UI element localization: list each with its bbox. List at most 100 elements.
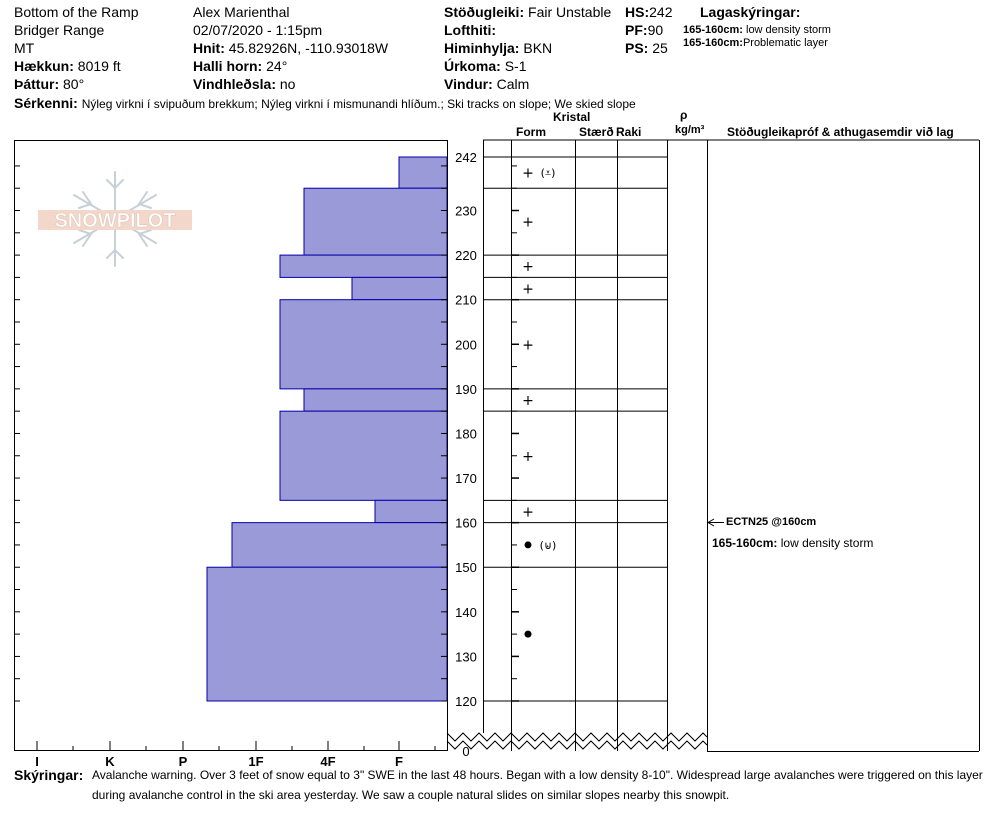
precip-row: Úrkoma: S-1: [444, 58, 526, 74]
wind-loading-value: no: [279, 76, 296, 92]
elevation-row: Hækkun: 8019 ft: [14, 58, 121, 74]
layer-comment: 165-160cm: low density storm: [712, 536, 873, 550]
wind-loading-label: Vindhleðsla:: [193, 76, 276, 92]
sky-row: Himinhylja: BKN: [444, 40, 552, 56]
layer-note-2-range: 165-160cm:: [683, 37, 743, 49]
hardness-bar-7: [279, 410, 448, 501]
height-tick-label: 200: [455, 337, 477, 352]
features-label: Sérkenni:: [14, 95, 78, 111]
layer-comment-text: low density storm: [780, 536, 874, 550]
hardness-tick-label: F: [395, 754, 403, 769]
height-tick-label: 242: [455, 150, 477, 165]
hardness-tick-label: I: [35, 754, 39, 769]
grain-markers: + (⩡) + + + + + + + (⊌): [522, 166, 556, 638]
wind-loading-row: Vindhleðsla: no: [193, 76, 295, 92]
hs-row: HS:242: [625, 4, 672, 20]
grain-form-precip: +: [522, 282, 534, 298]
grain-form-precip: +: [522, 393, 534, 409]
precip-value: S-1: [504, 58, 527, 74]
sky-label: Himinhylja:: [444, 40, 520, 56]
height-tick-label: 230: [455, 204, 477, 219]
footer-label: Skýringar:: [14, 767, 84, 783]
height-tick-label: 180: [455, 426, 477, 441]
aspect-row: Þáttur: 80°: [14, 76, 84, 92]
location-name: Bottom of the Ramp: [14, 4, 139, 20]
hardness-tick-label: 1F: [248, 754, 263, 769]
snowpilot-logo: SNOWPILOT: [38, 171, 192, 267]
aspect-label: Þáttur:: [14, 76, 60, 92]
wind-value: Calm: [496, 76, 530, 92]
aspect-value: 80°: [63, 76, 85, 92]
layer-note-1-range: 165-160cm:: [683, 24, 743, 36]
features-row: Sérkenni: Nýleg virkni í svipuðum brekku…: [14, 95, 636, 111]
stability-row: Stöðugleiki: Fair Unstable: [444, 4, 611, 20]
grain-form-precip: +: [522, 166, 534, 182]
sky-value: BKN: [523, 40, 553, 56]
hardness-bars: [206, 156, 448, 702]
slope-label: Halli horn:: [193, 58, 263, 74]
coords-value: 45.82926N, -110.93018W: [228, 40, 389, 56]
logo-text: SNOWPILOT: [54, 210, 175, 232]
hardness-bar-8: [374, 499, 448, 524]
pf-label: PF:: [625, 22, 648, 38]
layer-notes-title: Lagaskýringar:: [700, 4, 801, 20]
grain-form-secondary: (⩡): [541, 167, 556, 180]
height-tick-label: 0: [462, 744, 469, 759]
hardness-bar-6: [303, 388, 448, 412]
hardness-bar-10: [206, 566, 448, 702]
wind-row: Vindur: Calm: [444, 76, 529, 92]
height-tick-label: 160: [455, 516, 477, 531]
air-temp-label: Lofthiti:: [444, 22, 497, 38]
height-tick-label: 140: [455, 605, 477, 620]
height-tick-label: 220: [455, 248, 477, 263]
observation-datetime: 02/07/2020 - 1:15pm: [193, 22, 323, 38]
hardness-bar-4: [351, 276, 448, 301]
height-tick-label: 120: [455, 694, 477, 709]
axis-break: [446, 732, 708, 750]
hardness-axis: I K P 1F 4F F: [35, 741, 436, 769]
stability-test-marker: [707, 518, 724, 527]
pf-value: 90: [647, 22, 664, 38]
moisture-header: Raki: [616, 125, 642, 139]
grain-form-rounded: [524, 541, 532, 549]
footer-line-2: during avalanche control in the ski area…: [92, 788, 730, 802]
height-tick-label: 150: [455, 560, 477, 575]
tests-header: Stöðugleikapróf & athugasemdir við lag: [727, 125, 954, 139]
grain-form-rounded: [524, 630, 532, 638]
layer-note-1-text: low density storm: [746, 24, 831, 36]
pf-row: PF:90: [625, 22, 663, 38]
hs-value: 242: [649, 4, 673, 20]
wind-label: Vindur:: [444, 76, 493, 92]
hs-label: HS:: [625, 4, 650, 20]
layer-note-1: 165-160cm: low density storm: [683, 24, 831, 37]
slope-row: Halli horn: 24°: [193, 58, 287, 74]
slope-value: 24°: [266, 58, 288, 74]
layer-note-2-text: Problematic layer: [742, 37, 828, 49]
layer-comment-range: 165-160cm:: [712, 536, 778, 550]
stability-label: Stöðugleiki:: [444, 4, 525, 20]
hardness-bar-1: [398, 156, 448, 189]
hardness-bar-5: [279, 299, 448, 390]
grain-form-precip: +: [522, 337, 534, 353]
layer-boundaries: [483, 156, 667, 702]
hardness-bar-3: [279, 254, 448, 278]
features-value: Nýleg virkni í svipuðum brekkum; Nýleg v…: [81, 97, 636, 111]
rho-header: ρ: [680, 108, 688, 122]
height-tick-label: 190: [455, 382, 477, 397]
layer-note-2: 165-160cm:Problematic layer: [683, 37, 828, 50]
coords-label: Hnit:: [193, 40, 225, 56]
height-tick-label: 130: [455, 649, 477, 664]
observer-name: Alex Marienthal: [193, 4, 290, 20]
grain-form-secondary: (⊌): [540, 539, 557, 552]
hardness-bar-2: [303, 187, 448, 256]
hardness-tick-label: K: [105, 754, 115, 769]
precip-label: Úrkoma:: [444, 58, 501, 74]
stability-value: Fair Unstable: [528, 4, 612, 20]
elevation-value: 8019 ft: [77, 58, 121, 74]
height-tick-label: 210: [455, 293, 477, 308]
size-header: Stærð: [579, 125, 614, 139]
density-unit-header: kg/m³: [675, 124, 705, 136]
hardness-tick-label: P: [179, 754, 188, 769]
grain-form-precip: +: [522, 449, 534, 465]
